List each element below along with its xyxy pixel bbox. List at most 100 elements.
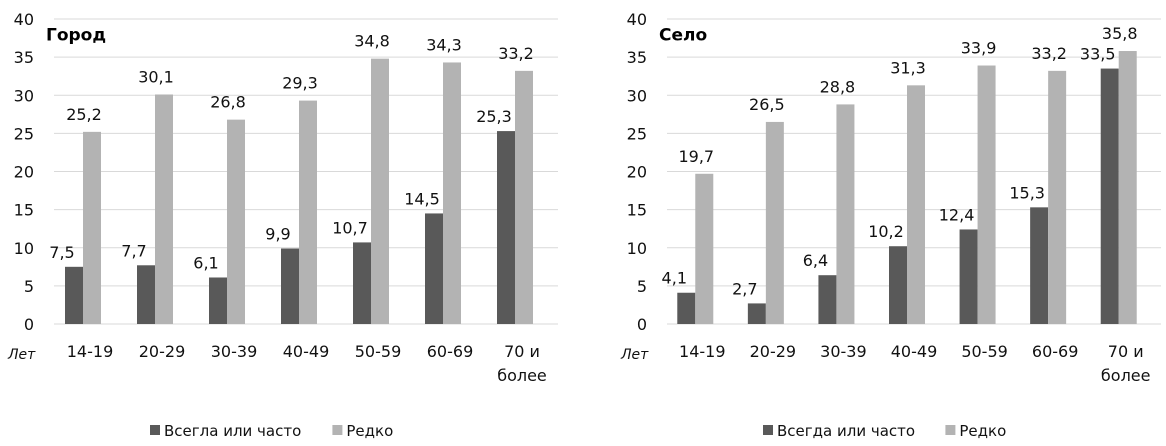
data-label-rarely: 30,1 xyxy=(138,67,174,86)
data-label-often: 9,9 xyxy=(265,225,290,244)
data-label-often: 10,7 xyxy=(332,218,368,237)
chart-gorod: 0 5 10 15 20 25 30 35 40 7,5 25,2 14-19 7,7 30,1 20-29… xyxy=(7,10,558,440)
data-label-rarely: 33,2 xyxy=(498,44,534,63)
x-tick-label: 50-59 xyxy=(961,342,1008,361)
y-tick-label: 35 xyxy=(14,48,34,67)
x-tick-label: 60-69 xyxy=(1032,342,1079,361)
bar-rarely xyxy=(907,85,925,325)
data-label-rarely: 25,2 xyxy=(66,105,102,124)
data-label-rarely: 34,3 xyxy=(426,35,462,54)
y-tick-label: 5 xyxy=(637,277,647,296)
bar-rarely xyxy=(443,62,461,325)
chart-selo-svg: 0 5 10 15 20 25 30 35 40 4,1 19,7 14-19 2,7 26,5 20-29… xyxy=(620,10,1161,440)
y-tick-label: 10 xyxy=(14,239,34,258)
bar-often xyxy=(677,292,696,324)
bar-often xyxy=(497,131,515,324)
chart-title: Город xyxy=(46,25,106,45)
bar-often xyxy=(818,275,837,324)
bar-rarely xyxy=(227,119,245,325)
x-tick-label: более xyxy=(497,366,547,385)
x-tick-label: 20-29 xyxy=(750,342,797,361)
data-label-rarely: 33,2 xyxy=(1031,44,1067,63)
bar-rarely xyxy=(977,65,996,324)
legend-swatch-often xyxy=(150,425,160,435)
y-tick-label: 20 xyxy=(14,163,34,182)
y-tick-label: 25 xyxy=(14,124,34,143)
bar-rarely xyxy=(836,104,855,325)
bar-often xyxy=(425,213,443,324)
y-tick-label: 25 xyxy=(627,124,647,143)
bar-often xyxy=(1100,68,1119,324)
x-axis-title: Лет xyxy=(7,347,36,363)
data-label-rarely: 33,9 xyxy=(961,39,997,58)
bar-rarely xyxy=(299,100,317,325)
y-tick-label: 0 xyxy=(637,315,647,334)
bar-rarely xyxy=(1118,51,1137,325)
data-label-rarely: 26,5 xyxy=(749,95,785,114)
legend-swatch-rarely xyxy=(332,425,343,435)
y-tick-label: 40 xyxy=(14,10,34,29)
bar-often xyxy=(959,229,978,324)
y-tick-label: 10 xyxy=(627,239,647,258)
x-tick-label: 20-29 xyxy=(139,342,186,361)
x-tick-label: более xyxy=(1101,366,1151,385)
bar-often xyxy=(1030,207,1049,324)
bar-rarely xyxy=(83,131,101,324)
bar-rarely xyxy=(765,121,784,324)
bar-rarely xyxy=(695,173,714,324)
x-tick-label: 50-59 xyxy=(355,342,402,361)
x-axis-title: Лет xyxy=(620,347,649,363)
bar-rarely xyxy=(1048,70,1067,324)
legend-label-rarely: Редко xyxy=(959,422,1006,440)
bar-rarely xyxy=(371,58,389,325)
data-label-rarely: 31,3 xyxy=(890,58,926,77)
bar-often xyxy=(137,265,155,324)
y-tick-label: 40 xyxy=(627,10,647,29)
chart-gorod-svg: 0 5 10 15 20 25 30 35 40 7,5 25,2 14-19 7,7 30,1 20-29… xyxy=(7,10,558,440)
x-tick-label: 40-49 xyxy=(283,342,330,361)
legend-label-often: Всегда или часто xyxy=(777,422,915,440)
x-tick-label: 70 и xyxy=(1108,342,1144,361)
x-tick-label: 60-69 xyxy=(427,342,474,361)
data-label-rarely: 28,8 xyxy=(820,77,856,96)
bar-rarely xyxy=(155,94,173,324)
x-tick-label: 14-19 xyxy=(679,342,726,361)
bar-often xyxy=(747,303,766,324)
bar-often xyxy=(209,277,227,324)
legend-label-often: Всегла или часто xyxy=(164,422,301,440)
y-tick-label: 20 xyxy=(627,163,647,182)
data-label-rarely: 19,7 xyxy=(678,147,714,166)
data-label-often: 7,7 xyxy=(121,241,146,260)
y-tick-label: 15 xyxy=(14,201,34,220)
data-label-rarely: 35,8 xyxy=(1102,24,1138,43)
data-label-often: 4,1 xyxy=(662,269,687,288)
y-tick-label: 30 xyxy=(14,86,34,105)
bar-rarely xyxy=(515,70,533,324)
data-label-rarely: 29,3 xyxy=(282,74,318,93)
data-label-often: 25,3 xyxy=(476,107,512,126)
data-label-often: 33,5 xyxy=(1080,45,1116,64)
data-label-often: 15,3 xyxy=(1009,183,1045,202)
legend-swatch-rarely xyxy=(945,425,956,435)
data-label-rarely: 34,8 xyxy=(354,32,390,51)
data-label-often: 10,2 xyxy=(868,222,904,241)
x-tick-label: 30-39 xyxy=(820,342,867,361)
data-label-rarely: 26,8 xyxy=(210,93,246,112)
y-tick-label: 0 xyxy=(24,315,34,334)
chart-title: Село xyxy=(659,25,707,45)
data-label-often: 14,5 xyxy=(404,189,440,208)
data-label-often: 7,5 xyxy=(49,243,74,262)
x-tick-label: 40-49 xyxy=(891,342,938,361)
y-tick-label: 30 xyxy=(627,86,647,105)
data-label-often: 12,4 xyxy=(939,205,975,224)
y-tick-label: 15 xyxy=(627,201,647,220)
x-tick-label: 30-39 xyxy=(211,342,258,361)
bar-often xyxy=(353,242,371,324)
bar-often xyxy=(65,266,83,324)
y-tick-label: 35 xyxy=(627,48,647,67)
bar-often xyxy=(889,246,907,324)
bar-often xyxy=(281,248,299,324)
x-tick-label: 70 и xyxy=(504,342,540,361)
x-tick-label: 14-19 xyxy=(67,342,114,361)
legend-label-rarely: Редко xyxy=(346,422,393,440)
